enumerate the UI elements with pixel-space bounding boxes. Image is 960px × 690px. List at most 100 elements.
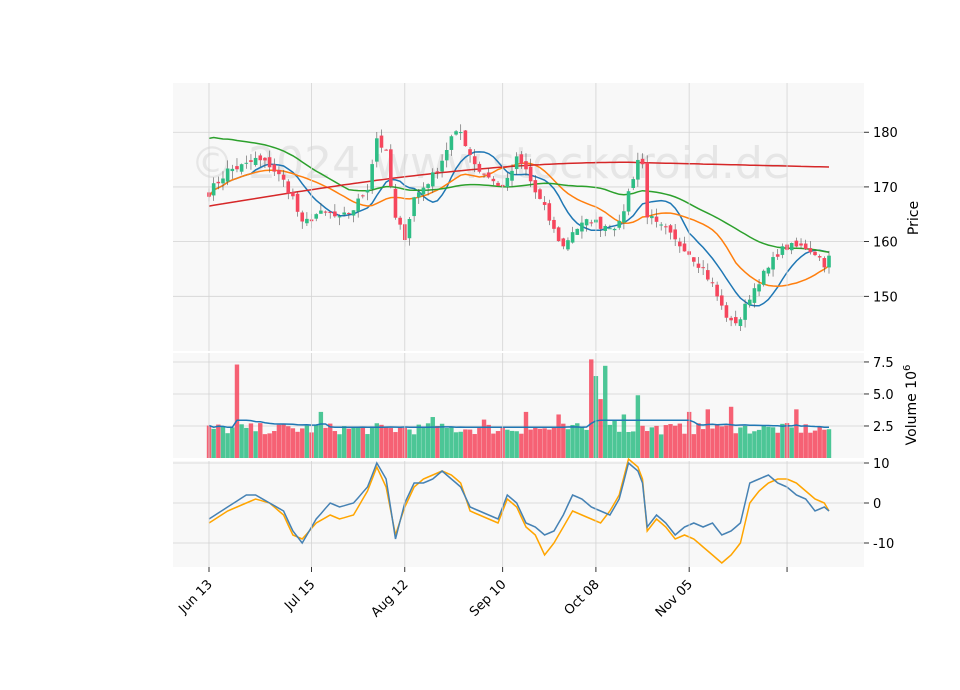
candle-body: [272, 164, 277, 172]
volume-bar: [346, 428, 352, 458]
candle-body: [827, 255, 831, 268]
volume-bar: [397, 427, 403, 458]
candle-body: [705, 270, 710, 280]
volume-bar: [710, 428, 715, 458]
price-panel-background: [173, 83, 864, 351]
candle-body: [556, 227, 561, 242]
volume-bar: [705, 409, 710, 458]
candle-body: [631, 179, 636, 188]
candle-body: [710, 282, 715, 284]
volume-bar: [649, 427, 655, 458]
volume-bar: [658, 434, 664, 458]
candle-body: [752, 288, 757, 303]
candle-body: [533, 180, 538, 193]
volume-bar: [248, 423, 254, 458]
volume-bar: [822, 429, 827, 458]
volume-bar: [742, 425, 748, 458]
volume-bar: [341, 426, 347, 458]
candle-body: [477, 163, 482, 172]
candle-body: [323, 211, 328, 213]
candle-body: [664, 226, 668, 228]
candle-body: [510, 170, 514, 181]
candle-body: [398, 217, 402, 225]
volume-bar: [621, 414, 627, 458]
candle-body: [426, 184, 430, 188]
candle-body: [514, 156, 519, 170]
volume-bar: [477, 428, 482, 458]
x-tick-label: Sep 10: [467, 577, 510, 620]
candle-body: [547, 203, 552, 221]
volume-axis-title-text: Volume 10: [904, 371, 920, 445]
candle-body: [589, 222, 594, 224]
candle-body: [789, 242, 794, 251]
price-axis-title: Price: [906, 201, 922, 235]
volume-bar: [752, 431, 757, 458]
candle-body: [333, 211, 337, 217]
volume-bar: [798, 432, 804, 458]
candle-body: [291, 192, 295, 197]
volume-bar: [272, 431, 277, 458]
volume-bar: [286, 426, 291, 458]
price-tick-label: 180: [873, 126, 898, 141]
volume-bar: [495, 431, 501, 458]
candle-body: [505, 177, 510, 187]
candle-body: [659, 224, 663, 226]
candle-body: [277, 169, 281, 175]
candle-body: [458, 132, 463, 134]
candle-body: [305, 218, 309, 224]
candle-body: [491, 178, 496, 182]
volume-bar: [216, 424, 221, 458]
candle-body: [230, 168, 235, 172]
volume-bar: [211, 428, 216, 458]
oscillator-lines: [208, 457, 830, 564]
candle-body: [519, 154, 524, 164]
volume-bar: [416, 424, 421, 458]
candle-body: [771, 257, 775, 270]
volume-bar: [528, 429, 533, 458]
volume-bar: [663, 425, 669, 458]
candle-body: [761, 270, 766, 285]
moving-average-lines: [208, 136, 830, 307]
volume-bar: [789, 427, 794, 458]
candle-body: [542, 202, 547, 205]
volume-bar: [626, 432, 631, 458]
volume-bar: [589, 359, 594, 458]
candle-body: [314, 214, 319, 219]
volume-bar: [631, 431, 636, 458]
candle-body: [813, 251, 817, 256]
candle-body: [738, 319, 743, 327]
candle-body: [281, 174, 286, 180]
candle-body: [365, 189, 370, 193]
moving-average-mid-line: [208, 162, 830, 288]
volume-bar: [314, 425, 319, 458]
candle-body: [729, 317, 733, 321]
volume-bar: [780, 423, 785, 458]
volume-bar: [635, 395, 641, 458]
volume-bar: [509, 430, 515, 458]
candle-body: [337, 216, 342, 218]
volume-bar: [234, 364, 240, 458]
volume-bar: [617, 431, 622, 458]
candle-body: [766, 267, 771, 274]
oscillator-main-line: [208, 461, 830, 545]
volume-bar: [537, 428, 543, 458]
candle-body: [598, 216, 603, 229]
volume-bar: [733, 433, 738, 458]
x-tick-label: Jun 13: [176, 577, 216, 617]
candle-body: [640, 158, 645, 165]
candle-body: [267, 157, 272, 168]
candle-body: [575, 228, 580, 235]
candle-body: [444, 149, 449, 161]
volume-tick-label: 7.5: [873, 356, 894, 371]
volume-bar: [425, 423, 431, 458]
volume-bar: [486, 424, 491, 458]
volume-bar: [458, 431, 463, 458]
candle-body: [775, 254, 780, 257]
volume-bar: [579, 427, 585, 458]
candle-body: [430, 172, 435, 187]
volume-bar: [691, 434, 697, 458]
candle-body: [258, 155, 263, 161]
candle-body: [496, 182, 500, 186]
volume-bar: [369, 426, 375, 458]
